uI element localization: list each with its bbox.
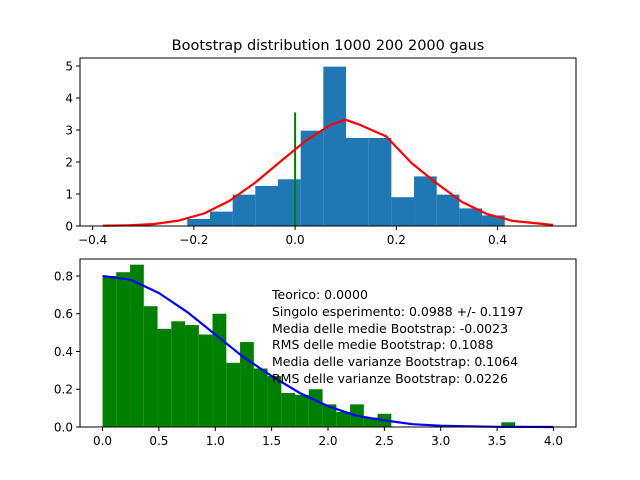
histogram-bar xyxy=(459,208,483,226)
histogram-bar xyxy=(436,194,460,226)
x-tick-label: 3.5 xyxy=(488,434,507,448)
bottom-chart: 0.0 0.5 1.0 1.5 2.0 2.5 3.0 3.5 4.0 0.0 0.2 0.4 0.6 0… xyxy=(54,258,577,448)
annotation-media-medie: Media delle medie Bootstrap: -0.0023 xyxy=(272,321,508,336)
histogram-bar xyxy=(281,393,296,427)
annotation-media-varianze: Media delle varianze Bootstrap: 0.1064 xyxy=(272,354,518,369)
histogram-bar xyxy=(414,176,437,226)
y-tick-label: 0.2 xyxy=(54,383,73,397)
y-tick-label: 0.4 xyxy=(54,345,73,359)
histogram-bar xyxy=(102,275,117,427)
histogram-bar xyxy=(322,404,337,427)
histogram-bar xyxy=(171,321,186,427)
x-tick-label: 1.0 xyxy=(206,434,225,448)
x-tick-label: 2.0 xyxy=(318,434,337,448)
plot-frame xyxy=(79,57,577,227)
y-tick-label: 2 xyxy=(65,156,73,170)
x-tick-label: 0.2 xyxy=(387,233,406,247)
x-tick-label: 0.0 xyxy=(286,233,305,247)
fit-curve-line xyxy=(102,118,554,227)
histogram-bar xyxy=(346,138,369,226)
y-tick-label: 5 xyxy=(65,60,73,74)
histogram-bar xyxy=(130,264,144,427)
annotation-block: Teorico: 0.0000 Singolo esperimento: 0.0… xyxy=(271,287,524,386)
histogram-bar xyxy=(300,130,324,226)
annotation-rms-varianze: RMS delle varianze Bootstrap: 0.0226 xyxy=(272,371,508,386)
histogram-bar xyxy=(295,394,309,427)
histogram-bar xyxy=(368,138,392,226)
annotation-rms-medie: RMS delle medie Bootstrap: 0.1088 xyxy=(272,337,493,352)
histogram-bar xyxy=(501,422,516,427)
histogram-bar xyxy=(363,417,378,427)
histogram-bar xyxy=(187,218,210,226)
histogram-bar xyxy=(391,197,415,226)
histogram-bar xyxy=(336,411,351,427)
x-tick-label: 2.5 xyxy=(375,434,394,448)
x-tick-label: 1.5 xyxy=(262,434,281,448)
y-tick-label: 0.6 xyxy=(54,307,73,321)
top-chart: −0.4 −0.2 0.0 0.2 0.4 0 1 2 3 4 5 xyxy=(65,57,577,247)
y-tick-label: 1 xyxy=(65,188,73,202)
histogram-bar xyxy=(185,325,199,427)
histogram-bar xyxy=(209,211,233,226)
histogram-bar xyxy=(253,368,268,427)
x-tick-label: 4.0 xyxy=(544,434,563,448)
x-tick-label: 3.0 xyxy=(431,434,450,448)
y-tick-label: 0 xyxy=(65,220,73,234)
histogram-bar xyxy=(226,362,241,427)
histogram-bar xyxy=(157,328,172,427)
histogram-bar xyxy=(143,306,158,427)
x-tick-label: −0.2 xyxy=(179,233,208,247)
y-tick-label: 4 xyxy=(65,92,73,106)
y-tick-label: 3 xyxy=(65,124,73,138)
histogram-bar xyxy=(277,179,301,226)
x-tick-label: 0.5 xyxy=(149,434,168,448)
histogram-bar xyxy=(212,313,227,427)
histogram-bar xyxy=(198,334,213,427)
top-chart-title: Bootstrap distribution 1000 200 2000 gau… xyxy=(172,38,485,54)
annotation-teorico: Teorico: 0.0000 xyxy=(271,287,368,302)
y-tick-label: 0.8 xyxy=(54,269,73,283)
histogram-bar xyxy=(482,215,505,226)
y-tick-label: 0.0 xyxy=(54,421,73,435)
x-tick-label: 0.0 xyxy=(93,434,112,448)
histogram-bar xyxy=(240,342,254,427)
histogram-bar xyxy=(232,194,256,226)
histogram-bar xyxy=(308,389,323,427)
histogram-bar xyxy=(267,376,282,427)
x-tick-label: 0.4 xyxy=(488,233,507,247)
histogram-bar xyxy=(255,186,278,226)
x-tick-label: −0.4 xyxy=(78,233,107,247)
annotation-singolo-esperimento: Singolo esperimento: 0.0988 +/- 0.1197 xyxy=(272,304,524,319)
histogram-bar xyxy=(116,272,131,427)
histogram-bar xyxy=(323,66,347,226)
